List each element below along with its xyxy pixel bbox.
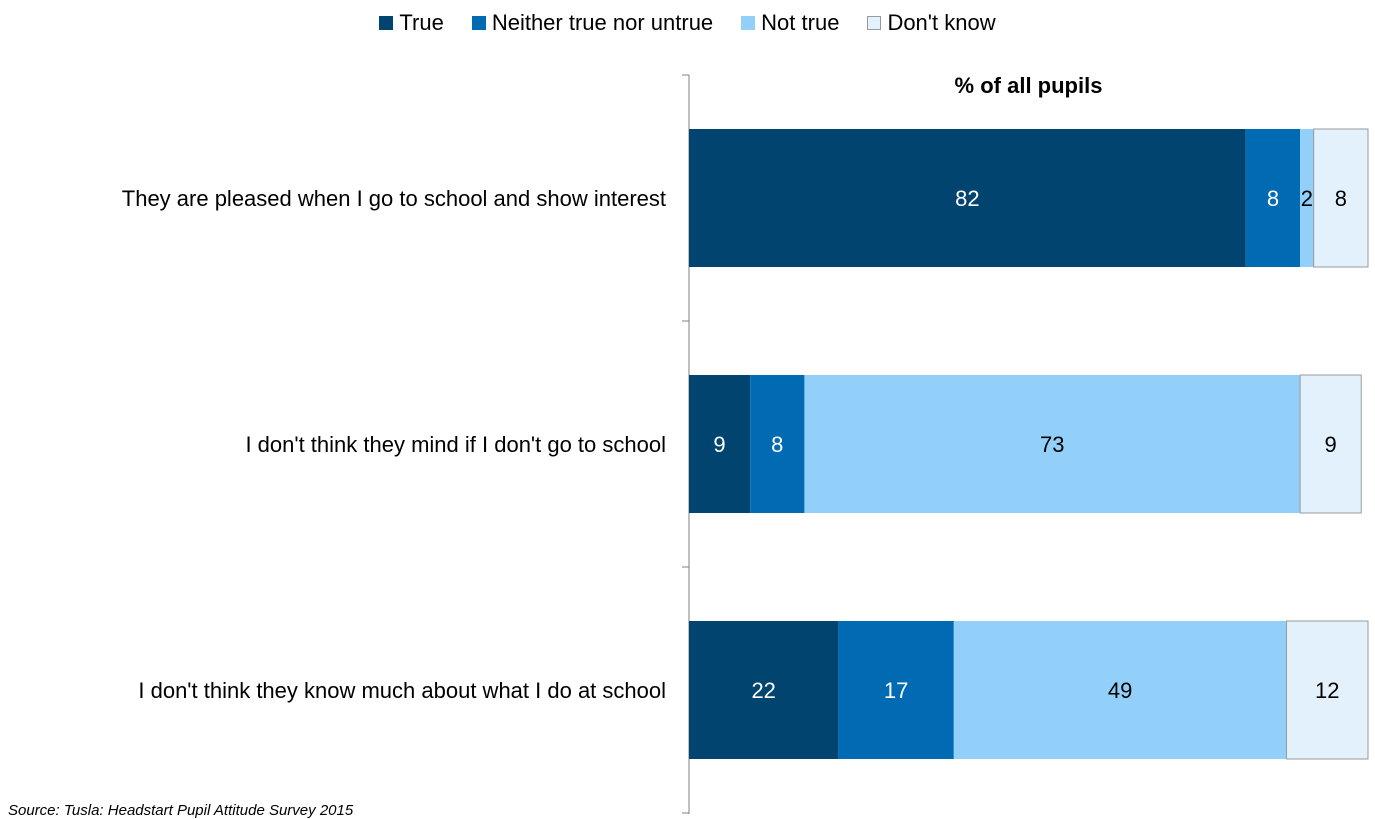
bar-segment bbox=[689, 375, 751, 513]
legend-item: Neither true nor untrue bbox=[471, 10, 714, 36]
legend-swatch bbox=[741, 16, 756, 30]
data-label: 12 bbox=[1315, 678, 1339, 703]
legend-item: Don't know bbox=[867, 10, 996, 36]
data-label: 2 bbox=[1301, 186, 1313, 211]
legend-item: True bbox=[379, 10, 444, 36]
bar-segment bbox=[1300, 129, 1314, 267]
legend-label: True bbox=[399, 10, 444, 35]
legend-label: Don't know bbox=[887, 10, 996, 35]
legend-swatch bbox=[379, 16, 394, 30]
legend-label: Neither true nor untrue bbox=[491, 10, 714, 35]
category-label: I don't think they mind if I don't go to… bbox=[245, 432, 666, 457]
bar-segment bbox=[1245, 129, 1301, 267]
chart-title: % of all pupils bbox=[955, 73, 1103, 98]
source-note: Source: Tusla: Headstart Pupil Attitude … bbox=[8, 802, 354, 819]
data-label: 22 bbox=[751, 678, 775, 703]
bar-segment bbox=[1286, 620, 1369, 760]
bar-segment bbox=[750, 375, 805, 513]
data-label: 8 bbox=[1267, 186, 1279, 211]
category-label: They are pleased when I go to school and… bbox=[122, 186, 666, 211]
category-label: I don't think they know much about what … bbox=[138, 678, 666, 703]
bar-segment bbox=[838, 621, 954, 759]
data-label: 8 bbox=[771, 432, 783, 457]
data-label: 9 bbox=[1325, 432, 1337, 457]
data-label: 17 bbox=[884, 678, 908, 703]
bar-segment bbox=[1313, 128, 1369, 268]
data-label: 8 bbox=[1335, 186, 1347, 211]
bar-segment bbox=[689, 621, 839, 759]
bar-segment bbox=[1299, 374, 1362, 514]
data-label: 49 bbox=[1108, 678, 1132, 703]
legend-swatch bbox=[471, 16, 486, 30]
legend: True Neither true nor untrue Not true Don't… bbox=[0, 8, 1375, 38]
legend-swatch bbox=[867, 16, 882, 30]
data-label: 82 bbox=[955, 186, 979, 211]
bar-segment bbox=[689, 129, 1246, 267]
data-label: 9 bbox=[713, 432, 725, 457]
data-label: 73 bbox=[1040, 432, 1064, 457]
bar-segment bbox=[804, 375, 1301, 513]
legend-item: Not true bbox=[741, 10, 839, 36]
legend-label: Not true bbox=[761, 10, 840, 35]
bar-segment bbox=[953, 621, 1287, 759]
